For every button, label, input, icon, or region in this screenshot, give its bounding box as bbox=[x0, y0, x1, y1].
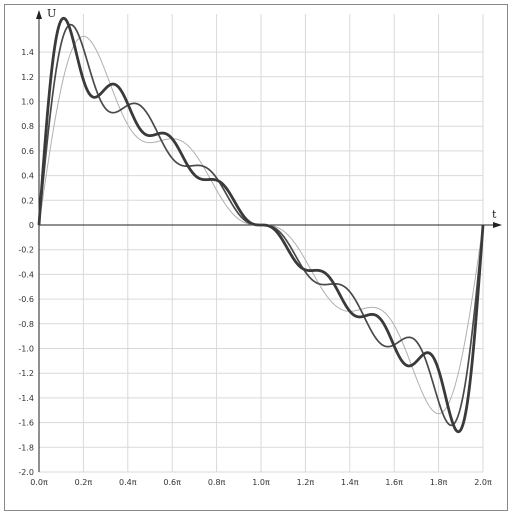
series-group bbox=[37, 16, 485, 434]
y-tick-label: -0.2 bbox=[18, 246, 34, 255]
y-tick-label: -1.8 bbox=[18, 443, 34, 452]
y-tick-label: 0.6 bbox=[21, 147, 34, 156]
y-axis-arrow-icon bbox=[36, 10, 42, 19]
x-tick-label: 0.8π bbox=[208, 478, 226, 487]
x-tick-label: 0.6π bbox=[163, 478, 181, 487]
x-tick-label: 0.2π bbox=[75, 478, 93, 487]
x-tick-label: 1.8π bbox=[430, 478, 448, 487]
x-tick-label: 1.4π bbox=[341, 478, 359, 487]
x-tick-label: 1.2π bbox=[297, 478, 315, 487]
y-tick-label: -0.6 bbox=[18, 295, 34, 304]
grid bbox=[39, 14, 484, 473]
y-tick-label: -1.6 bbox=[18, 419, 34, 428]
y-tick-label: 0.8 bbox=[21, 122, 34, 131]
x-tick-label: 1.0π bbox=[252, 478, 270, 487]
x-axis-arrow-icon bbox=[493, 222, 502, 228]
y-tick-label: -1.2 bbox=[18, 369, 34, 378]
y-tick-label: 1.2 bbox=[21, 73, 34, 82]
y-tick-label: -2.0 bbox=[18, 468, 34, 477]
y-tick-label: 0.2 bbox=[21, 196, 34, 205]
y-tick-label: -0.4 bbox=[18, 270, 34, 279]
tick-labels: 1.4 1.2 1.0 0.8 0.6 0.4 0.2 0 -0.2 -0.4 -0.6 -0.8 -1… bbox=[18, 48, 492, 487]
y-axis-title: U bbox=[47, 7, 56, 20]
series-line-3 bbox=[37, 16, 485, 434]
y-tick-label: -1.0 bbox=[18, 345, 34, 354]
y-tick-label: -0.8 bbox=[18, 320, 34, 329]
y-tick-label: 0 bbox=[29, 221, 34, 230]
chart-frame bbox=[4, 4, 508, 511]
x-axis-title: t bbox=[492, 208, 497, 221]
y-tick-label: 1.0 bbox=[21, 98, 34, 107]
x-tick-label: 0.0π bbox=[30, 478, 48, 487]
x-tick-label: 0.4π bbox=[119, 478, 137, 487]
axes bbox=[36, 10, 502, 472]
x-tick-label: 2.0π bbox=[474, 478, 492, 487]
y-tick-label: -1.4 bbox=[18, 394, 34, 403]
y-tick-label: 1.4 bbox=[21, 48, 34, 57]
x-tick-label: 1.6π bbox=[385, 478, 403, 487]
y-tick-label: 0.4 bbox=[21, 172, 34, 181]
